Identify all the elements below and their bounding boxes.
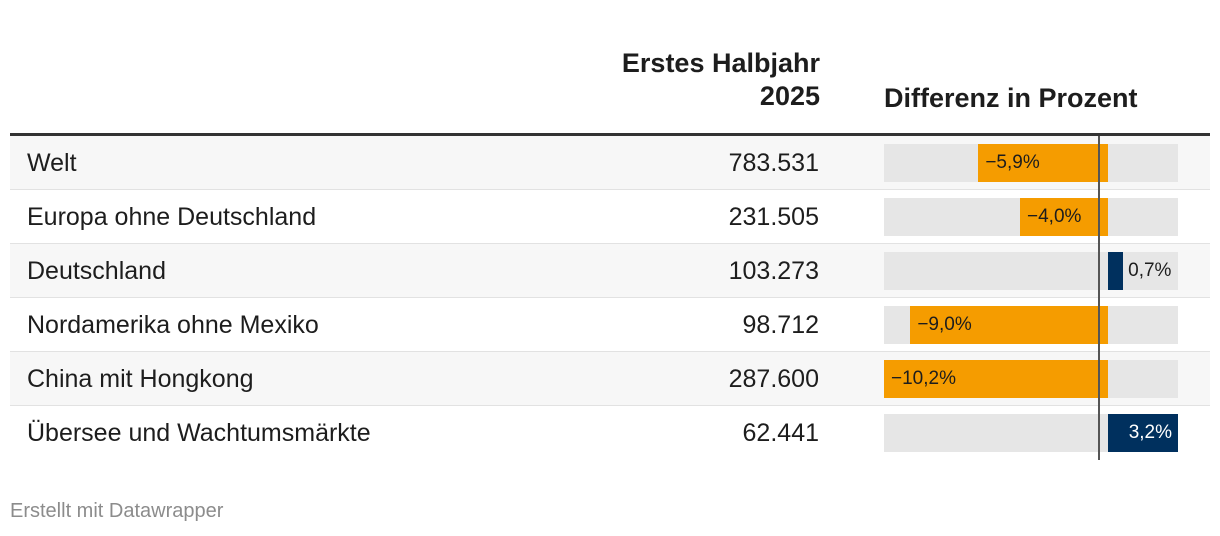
- diff-bar: [978, 144, 1108, 182]
- table-row: Europa ohne Deutschland 231.505 −4,0%: [10, 190, 1210, 244]
- row-label: Deutschland: [27, 257, 166, 285]
- row-value: 98.712: [742, 311, 819, 339]
- table-row: Welt 783.531 −5,9%: [10, 136, 1210, 190]
- diff-bar: [1107, 252, 1124, 290]
- row-value: 231.505: [728, 203, 819, 231]
- diff-label: −5,9%: [985, 152, 1040, 173]
- diff-bar-track: −9,0%: [884, 306, 1178, 344]
- diff-bar: [884, 360, 1108, 398]
- row-label: Nordamerika ohne Mexiko: [27, 311, 319, 339]
- row-label: China mit Hongkong: [27, 365, 254, 393]
- column-header-value: Erstes Halbjahr 2025: [622, 47, 820, 113]
- column-header-diff: Differenz in Prozent: [884, 83, 1138, 113]
- row-value: 103.273: [728, 257, 819, 285]
- column-header-value-line1: Erstes Halbjahr: [621, 48, 820, 78]
- table-body: Welt 783.531 −5,9% Europa ohne Deutschland 2…: [10, 136, 1210, 460]
- diff-label: 0,7%: [1128, 260, 1172, 281]
- header-divider: [10, 133, 1210, 136]
- footer-credit: Erstellt mit Datawrapper: [10, 500, 224, 522]
- row-label: Übersee und Wachtumsmärkte: [27, 419, 371, 447]
- table-row: Übersee und Wachtumsmärkte 62.441 3,2%: [10, 406, 1210, 460]
- table-header: Erstes Halbjahr 2025 Differenz in Prozen…: [10, 0, 1210, 134]
- table-row: China mit Hongkong 287.600 −10,2%: [10, 352, 1210, 406]
- table-row: Deutschland 103.273 0,7%: [10, 244, 1210, 298]
- table-row: Nordamerika ohne Mexiko 98.712 −9,0%: [10, 298, 1210, 352]
- diff-label: 3,2%: [1128, 422, 1172, 443]
- column-header-value-line2: 2025: [759, 81, 820, 111]
- row-value: 783.531: [728, 149, 819, 177]
- diff-label: −10,2%: [891, 368, 956, 389]
- row-label: Welt: [27, 149, 77, 177]
- diff-bar-track: −10,2%: [884, 360, 1178, 398]
- zero-baseline: [1098, 136, 1100, 460]
- diff-label: −4,0%: [1027, 206, 1082, 227]
- row-label: Europa ohne Deutschland: [27, 203, 317, 231]
- diff-bar: [910, 306, 1108, 344]
- diff-bar: [1107, 414, 1178, 452]
- diff-bar-track: −5,9%: [884, 144, 1178, 182]
- row-value: 62.441: [742, 419, 819, 447]
- row-value: 287.600: [728, 365, 819, 393]
- diff-bar-track: −4,0%: [884, 198, 1178, 236]
- diff-bar-track: 0,7%: [884, 252, 1178, 290]
- diff-bar-track: 3,2%: [884, 414, 1178, 452]
- diff-bar: [1020, 198, 1108, 236]
- diff-label: −9,0%: [917, 314, 972, 335]
